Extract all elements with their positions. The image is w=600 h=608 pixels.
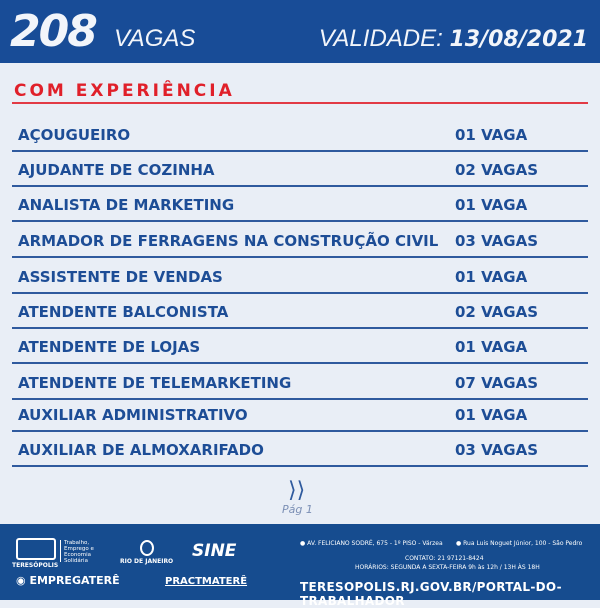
footer: TERESÓPOLIS Trabalho, Emprego e Economia…	[0, 524, 600, 608]
validity: VALIDADE: 13/08/2021	[319, 25, 588, 53]
job-title: AUXILIAR ADMINISTRATIVO	[18, 406, 248, 424]
job-row: ANALISTA DE MARKETING 01 VAGA	[12, 192, 588, 222]
job-quantity: 03 VAGAS	[455, 441, 539, 459]
logo-pracmatere: PRACTMATERÊ	[165, 576, 248, 587]
job-quantity: 02 VAGAS	[455, 161, 539, 179]
job-title: AJUDANTE DE COZINHA	[18, 161, 215, 179]
job-row: AUXILIAR DE ALMOXARIFADO 03 VAGAS	[12, 437, 588, 467]
logo-empregatere: ◉ EMPREGATERÊ	[16, 574, 120, 587]
rj-crest-icon	[140, 540, 154, 556]
job-row: AÇOUGUEIRO 01 VAGA	[12, 122, 588, 152]
section-title: COM EXPERIÊNCIA	[14, 81, 235, 101]
job-title: ATENDENTE BALCONISTA	[18, 303, 229, 321]
job-row: ATENDENTE BALCONISTA 02 VAGAS	[12, 299, 588, 329]
section-divider	[12, 102, 588, 104]
job-row: ATENDENTE DE LOJAS 01 VAGA	[12, 334, 588, 364]
next-page-icon[interactable]: ⟩⟩	[288, 478, 306, 503]
job-quantity: 01 VAGA	[455, 196, 528, 214]
job-quantity: 01 VAGA	[455, 338, 528, 356]
vacancy-count-label: VAGAS	[114, 25, 196, 52]
job-row: ASSISTENTE DE VENDAS 01 VAGA	[12, 264, 588, 294]
job-quantity: 02 VAGAS	[455, 303, 539, 321]
job-row: AJUDANTE DE COZINHA 02 VAGAS	[12, 157, 588, 187]
header-banner: 208 VAGAS VALIDADE: 13/08/2021	[0, 0, 600, 63]
job-row: AUXILIAR ADMINISTRATIVO 01 VAGA	[12, 402, 588, 432]
job-quantity: 01 VAGA	[455, 268, 528, 286]
contact: CONTATO: 21 97121-8424	[405, 555, 484, 562]
job-title: ASSISTENTE DE VENDAS	[18, 268, 223, 286]
job-title: ATENDENTE DE LOJAS	[18, 338, 201, 356]
portal-url[interactable]: TERESOPOLIS.RJ.GOV.BR/PORTAL-DO-TRABALHA…	[300, 580, 562, 608]
job-quantity: 01 VAGA	[455, 406, 528, 424]
job-quantity: 07 VAGAS	[455, 374, 539, 392]
job-quantity: 01 VAGA	[455, 126, 528, 144]
page-label: Pág 1	[282, 503, 313, 516]
job-row: ATENDENTE DE TELEMARKETING 07 VAGAS	[12, 370, 588, 400]
job-title: AUXILIAR DE ALMOXARIFADO	[18, 441, 264, 459]
teresopolis-crest-icon	[16, 538, 56, 560]
logo-sine: SINE	[192, 541, 237, 561]
logo-rj: RIO DE JANEIRO	[120, 558, 174, 565]
validity-date: 13/08/2021	[449, 27, 588, 52]
job-title: ANALISTA DE MARKETING	[18, 196, 235, 214]
job-quantity: 03 VAGAS	[455, 232, 539, 250]
job-title: ATENDENTE DE TELEMARKETING	[18, 374, 292, 392]
secretaria-label: Trabalho, Emprego e Economia Solidária	[60, 540, 102, 564]
job-title: AÇOUGUEIRO	[18, 126, 131, 144]
hours: HORÁRIOS: SEGUNDA A SEXTA-FEIRA 9h às 12…	[355, 564, 540, 571]
address-2: ● Rua Luis Noguet Júnior, 100 - São Pedr…	[456, 540, 583, 547]
job-title: ARMADOR DE FERRAGENS NA CONSTRUÇÃO CIVIL	[18, 232, 439, 250]
validity-label: VALIDADE:	[318, 25, 443, 52]
address-1: ● AV. FELICIANO SODRÉ, 675 - 1º PISO - V…	[300, 540, 443, 547]
job-row: ARMADOR DE FERRAGENS NA CONSTRUÇÃO CIVIL…	[12, 228, 588, 258]
vacancy-count: 208	[10, 6, 98, 57]
logo-teresopolis: TERESÓPOLIS	[12, 562, 59, 569]
